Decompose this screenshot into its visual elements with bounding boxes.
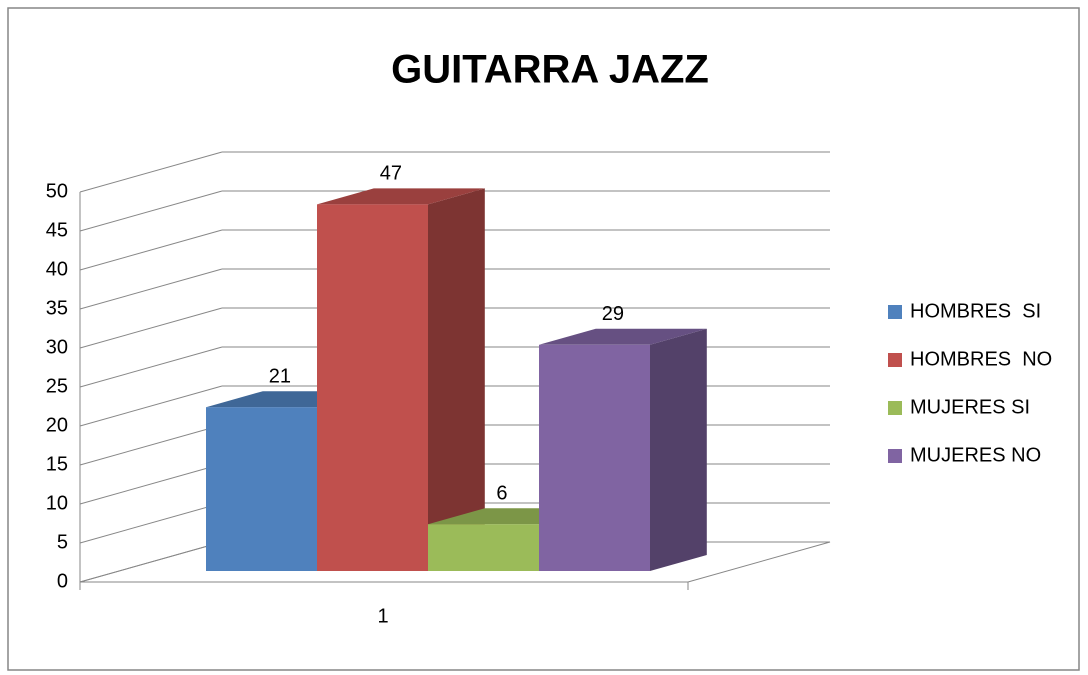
y-tick-label: 35	[46, 297, 68, 319]
legend-label: HOMBRES SI	[910, 300, 1041, 322]
data-label: 6	[496, 482, 507, 504]
bar-side	[650, 328, 707, 571]
legend-swatch	[888, 305, 902, 319]
grid-line	[79, 463, 223, 505]
y-tick-label: 0	[57, 570, 68, 592]
x-tick-label: 1	[377, 605, 388, 627]
grid-line	[79, 307, 223, 349]
bar	[317, 204, 428, 571]
y-tick-label: 45	[46, 219, 68, 241]
grid-line	[79, 502, 223, 544]
grid-line	[79, 151, 223, 193]
bar-top	[539, 328, 707, 345]
legend-swatch	[888, 449, 902, 463]
bar	[428, 524, 539, 571]
legend-swatch	[888, 401, 902, 415]
grid-line	[79, 541, 223, 583]
data-label: 47	[380, 163, 402, 185]
grid-line	[79, 346, 223, 388]
y-tick-label: 25	[46, 375, 68, 397]
grid-line	[79, 268, 223, 310]
legend-label: MUJERES NO	[910, 444, 1041, 466]
grid-line	[79, 385, 223, 427]
y-tick-label: 15	[46, 453, 68, 475]
y-tick-label: 30	[46, 336, 68, 358]
legend-label: MUJERES SI	[910, 396, 1030, 418]
y-tick-label: 50	[46, 180, 68, 202]
y-tick-label: 20	[46, 414, 68, 436]
bar-side	[428, 188, 485, 571]
grid-line	[79, 229, 223, 271]
data-label: 21	[269, 365, 291, 387]
chart-title: GUITARRA JAZZ	[391, 48, 709, 92]
legend-swatch	[888, 353, 902, 367]
bar-top	[317, 188, 485, 205]
y-tick-label: 40	[46, 258, 68, 280]
y-tick-label: 5	[57, 531, 68, 553]
y-tick-label: 10	[46, 492, 68, 514]
legend-label: HOMBRES NO	[910, 348, 1052, 370]
grid-line	[79, 190, 223, 232]
bar	[206, 407, 317, 571]
data-label: 29	[602, 303, 624, 325]
grid-line	[79, 424, 223, 466]
bar	[539, 344, 650, 571]
